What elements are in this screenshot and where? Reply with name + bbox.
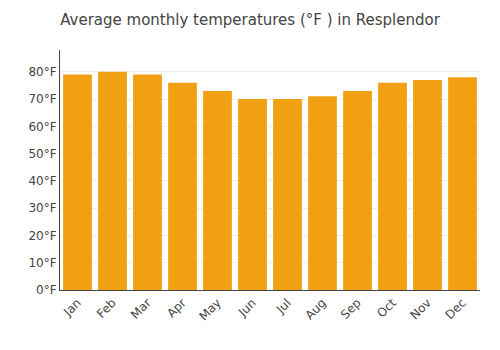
svg-text:Nov: Nov [407,296,433,322]
svg-text:10°F: 10°F [28,256,56,270]
svg-text:Aug: Aug [302,296,328,322]
svg-text:Dec: Dec [443,296,469,322]
svg-text:60°F: 60°F [28,120,56,134]
svg-text:80°F: 80°F [28,65,56,79]
svg-text:0°F: 0°F [36,283,57,297]
svg-text:Mar: Mar [128,296,154,322]
svg-text:Apr: Apr [164,296,189,321]
svg-text:50°F: 50°F [28,147,56,161]
svg-text:70°F: 70°F [28,92,56,106]
svg-text:May: May [196,296,223,323]
svg-text:Jul: Jul [273,296,294,317]
svg-text:Feb: Feb [94,296,119,321]
svg-text:Sep: Sep [338,296,364,322]
svg-text:Average monthly temperatures (: Average monthly temperatures (°F ) in Re… [60,11,440,29]
svg-text:20°F: 20°F [28,229,56,243]
svg-text:Oct: Oct [374,296,399,321]
svg-text:40°F: 40°F [28,174,56,188]
svg-text:Jan: Jan [60,296,84,320]
svg-text:30°F: 30°F [28,201,56,215]
svg-text:Jun: Jun [235,296,259,320]
